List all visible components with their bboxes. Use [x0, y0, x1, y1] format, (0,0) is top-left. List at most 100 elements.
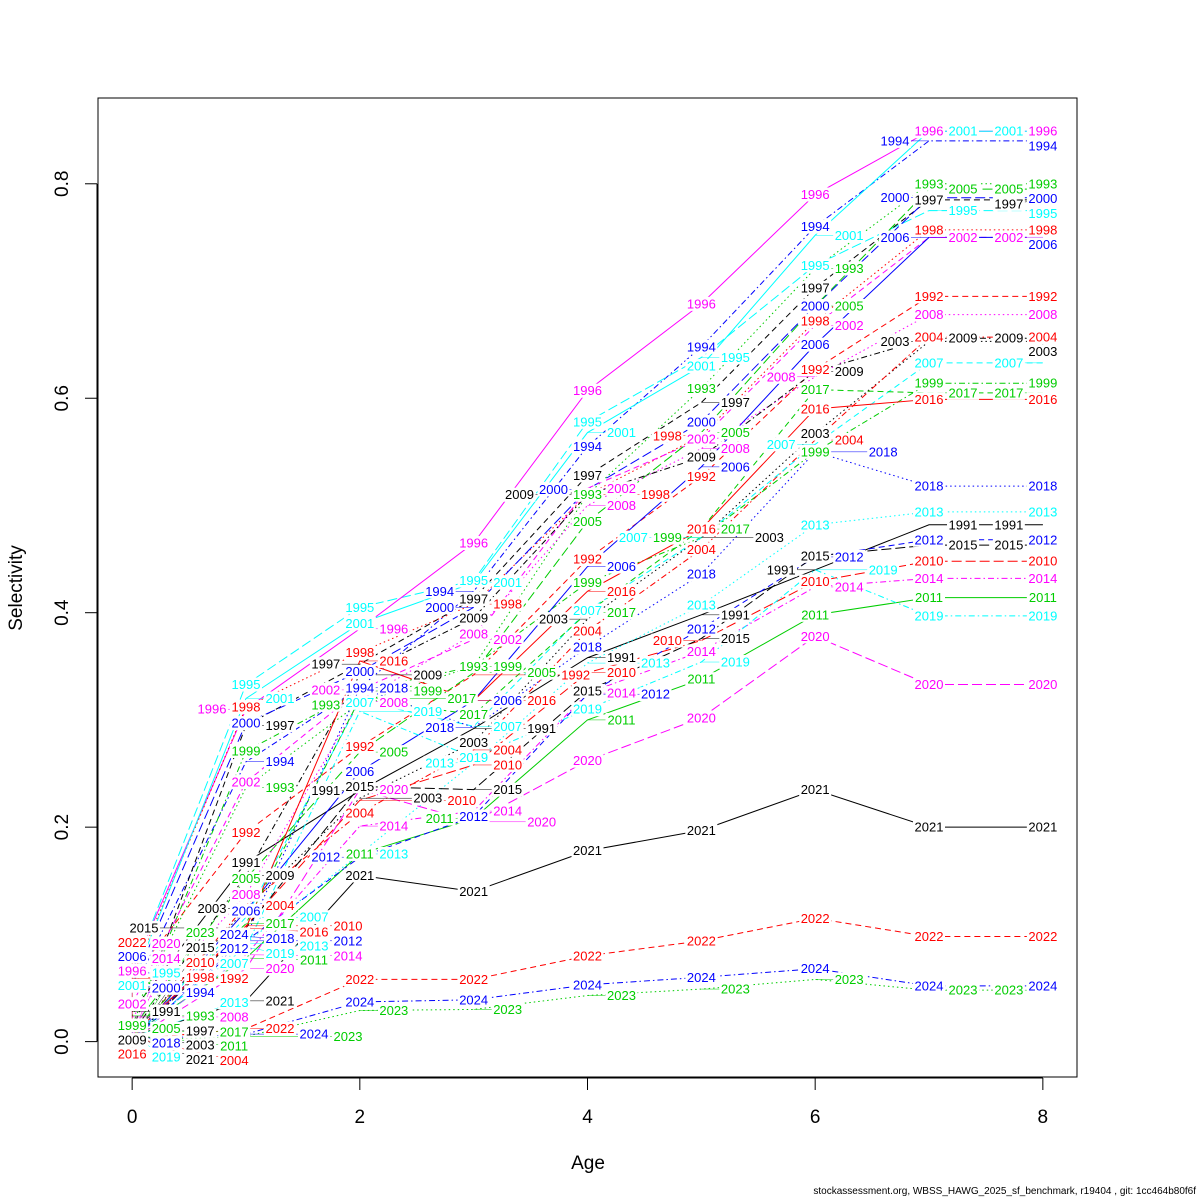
- point-label-2020-age3: 2020: [527, 814, 556, 829]
- point-label-bg-1991-age1: [229, 855, 262, 870]
- point-label-1996-age7: 1996: [915, 124, 944, 139]
- point-label-bg-2015-age3: [491, 782, 524, 797]
- point-label-bg-2001-age5: [685, 359, 718, 374]
- point-label-2020-age6: 2020: [801, 629, 830, 644]
- point-label-bg-2020-age4: [571, 753, 604, 768]
- point-label-bg-2015-age5: [719, 631, 752, 646]
- point-label-2002-age1: 2002: [232, 775, 261, 790]
- point-label-2005-age6: 2005: [835, 299, 864, 314]
- point-label-bg-2011-age4: [605, 712, 638, 727]
- point-label-bg-2024-age3: [457, 992, 490, 1007]
- point-label-bg-2003-age1: [195, 901, 228, 916]
- point-label-2013-age3: 2013: [425, 755, 454, 770]
- point-label-1993-age1: 1993: [266, 780, 295, 795]
- point-label-bg-2024-age0: [218, 927, 251, 942]
- point-label-2008-age3: 2008: [459, 627, 488, 642]
- point-label-bg-2012-age8: [1026, 532, 1059, 547]
- point-label-2011-age3: 2011: [426, 811, 454, 826]
- point-label-bg-1999-age1: [229, 744, 262, 759]
- point-label-1991-age4: 1991: [607, 650, 636, 665]
- point-label-bg-2001-age8: [992, 124, 1025, 139]
- point-label-bg-2012-age6: [833, 549, 866, 564]
- point-label-2006-age4: 2006: [607, 559, 636, 574]
- point-label-1998-age8: 1998: [1028, 222, 1057, 237]
- point-label-2004-age6: 2004: [835, 433, 864, 448]
- point-label-2017-age2: 2017: [447, 691, 476, 706]
- point-label-bg-1994-age6: [799, 219, 832, 234]
- point-label-2007-age0: 2007: [220, 956, 249, 971]
- point-label-2001-age5: 2001: [687, 359, 716, 374]
- point-label-bg-2014-age7: [913, 571, 946, 586]
- point-label-bg-2008-age8: [1026, 307, 1059, 322]
- point-label-bg-2022-age3: [457, 972, 490, 987]
- point-label-bg-2014-age8: [1026, 571, 1059, 586]
- point-label-bg-2023-age4: [605, 988, 638, 1003]
- point-label-bg-2012-age5: [685, 621, 718, 636]
- point-label-bg-2011-age6: [799, 607, 832, 622]
- point-label-bg-2014-age0: [150, 951, 183, 966]
- point-label-bg-2024-age2: [343, 994, 376, 1009]
- point-label-bg-2023-age3: [491, 1002, 524, 1017]
- point-label-bg-2008-age4: [605, 498, 638, 513]
- point-label-bg-2009-age8: [992, 331, 1025, 346]
- point-label-1996-age3: 1996: [459, 536, 488, 551]
- point-label-bg-2021-age3: [457, 884, 490, 899]
- point-label-2007-age6: 2007: [767, 437, 796, 452]
- point-label-1993-age8: 1993: [1028, 176, 1057, 191]
- point-label-bg-2007-age7: [913, 355, 946, 370]
- point-label-2024-age3: 2024: [459, 992, 488, 1007]
- point-label-bg-1993-age6: [833, 261, 866, 276]
- point-label-1995-age6: 1995: [801, 258, 830, 273]
- point-label-1993-age0: 1993: [186, 1008, 215, 1023]
- label-leader-2011-age0: [132, 1034, 235, 1047]
- point-label-2021-age5: 2021: [687, 823, 716, 838]
- point-label-2019-age7: 2019: [915, 608, 944, 623]
- point-label-2021-age7: 2021: [915, 820, 944, 835]
- point-label-bg-2001-age4: [605, 425, 638, 440]
- point-label-2018-age7: 2018: [915, 479, 944, 494]
- series-2012: [131, 539, 1043, 1040]
- point-label-1992-age4: 1992: [573, 552, 602, 567]
- point-label-2020-age0: 2020: [152, 936, 181, 951]
- point-label-2011-age6: 2011: [801, 607, 829, 622]
- point-label-2017-age0: 2017: [220, 1024, 249, 1039]
- point-label-bg-2019-age6: [867, 562, 900, 577]
- point-label-2011-age7: 2011: [915, 590, 943, 605]
- point-label-2016-age4: 2016: [607, 584, 636, 599]
- point-label-bg-2018-age5: [685, 567, 718, 582]
- point-label-bg-2004-age5: [685, 542, 718, 557]
- point-label-bg-1997-age4: [571, 468, 604, 483]
- point-label-2015-age2: 2015: [345, 779, 374, 794]
- point-label-1992-age6: 1992: [801, 362, 830, 377]
- point-label-bg-2011-age0: [218, 1039, 251, 1054]
- point-label-bg-1994-age2: [343, 680, 376, 695]
- point-label-bg-2015-age2: [343, 779, 376, 794]
- point-label-1991-age0: 1991: [152, 1004, 181, 1019]
- point-label-1997-age0: 1997: [186, 1023, 215, 1038]
- point-label-2017-age7: 2017: [949, 385, 978, 400]
- point-label-1996-age5: 1996: [687, 296, 716, 311]
- point-label-2022-age0: 2022: [118, 935, 147, 950]
- point-label-bg-2003-age5: [753, 530, 786, 545]
- point-label-2023-age2: 2023: [379, 1003, 408, 1018]
- point-label-bg-1998-age1: [229, 700, 262, 715]
- point-label-bg-2020-age8: [1026, 677, 1059, 692]
- point-label-bg-2004-age3: [491, 742, 524, 757]
- point-label-2021-age3: 2021: [459, 884, 488, 899]
- point-label-2007-age1: 2007: [300, 910, 329, 925]
- point-label-bg-2016-age6: [799, 401, 832, 416]
- point-label-bg-1994-age8: [1026, 138, 1059, 153]
- point-label-bg-2003-age7: [879, 334, 912, 349]
- point-label-bg-2002-age4: [605, 481, 638, 496]
- point-label-bg-1993-age8: [1026, 176, 1059, 191]
- point-label-2009-age1: 2009: [266, 868, 295, 883]
- point-label-bg-2016-age2: [377, 653, 410, 668]
- x-tick-label-2: 2: [355, 1107, 366, 1128]
- point-label-2021-age1: 2021: [266, 993, 295, 1008]
- point-label-2004-age1: 2004: [266, 898, 295, 913]
- point-label-2000-age3: 2000: [425, 600, 454, 615]
- point-label-1993-age4: 1993: [573, 487, 602, 502]
- point-label-2006-age8: 2006: [1028, 237, 1057, 252]
- point-label-1997-age8: 1997: [994, 196, 1023, 211]
- point-label-bg-1995-age0: [150, 965, 183, 980]
